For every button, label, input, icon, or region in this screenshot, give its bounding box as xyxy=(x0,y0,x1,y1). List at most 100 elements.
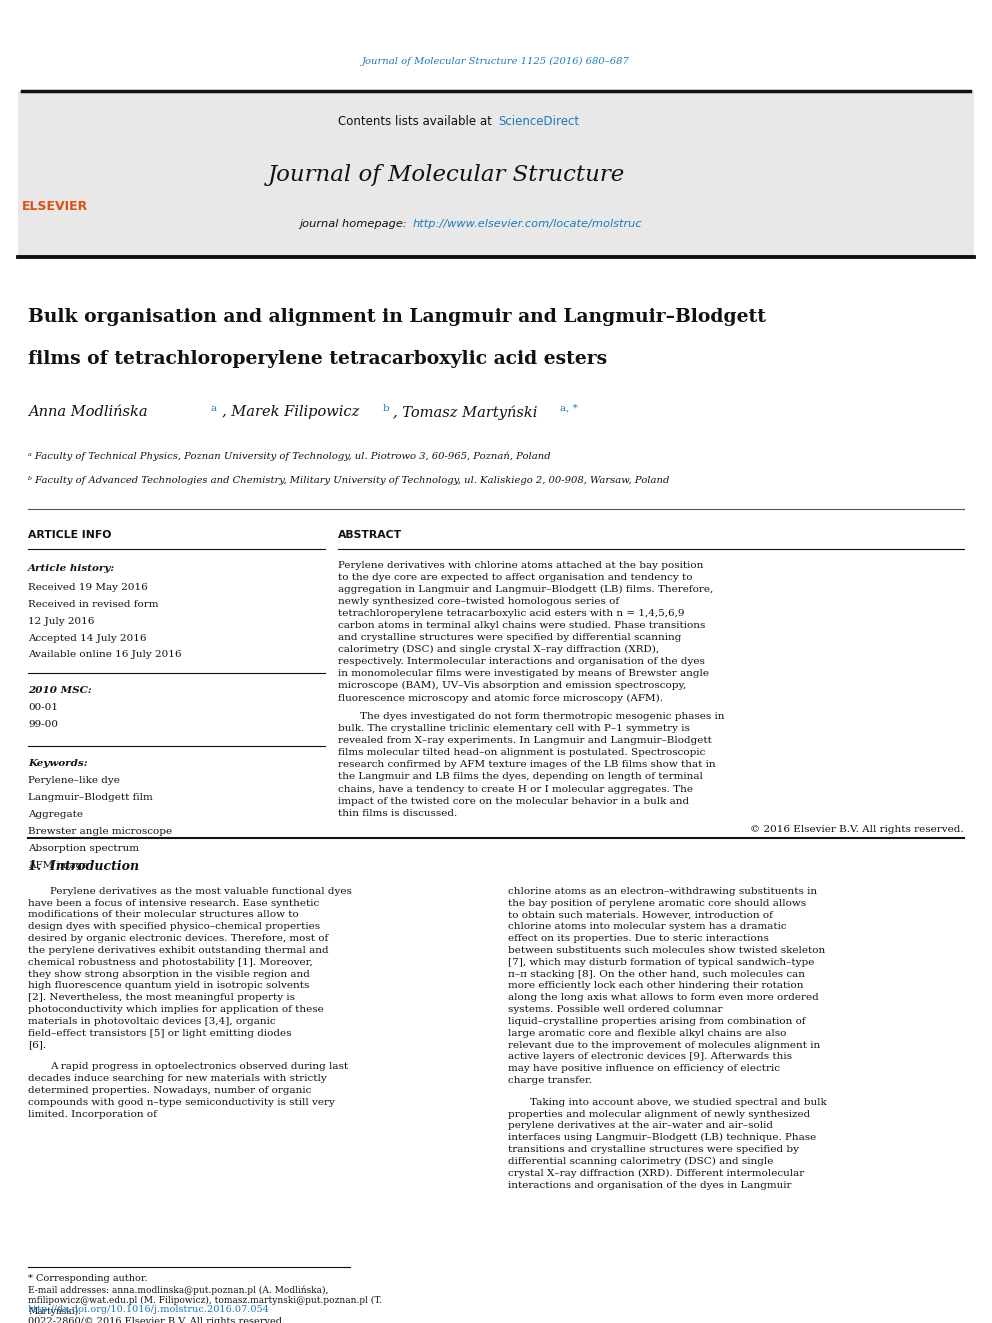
Text: The dyes investigated do not form thermotropic mesogenic phases in: The dyes investigated do not form thermo… xyxy=(360,712,724,721)
Text: ScienceDirect: ScienceDirect xyxy=(498,115,579,128)
Text: revealed from X–ray experiments. In Langmuir and Langmuir–Blodgett: revealed from X–ray experiments. In Lang… xyxy=(338,737,712,745)
Text: Martyński).: Martyński). xyxy=(28,1307,81,1316)
Text: charge transfer.: charge transfer. xyxy=(508,1076,592,1085)
Text: π–π stacking [8]. On the other hand, such molecules can: π–π stacking [8]. On the other hand, suc… xyxy=(508,970,805,979)
Text: chlorine atoms as an electron–withdrawing substituents in: chlorine atoms as an electron–withdrawin… xyxy=(508,886,817,896)
Text: Perylene–like dye: Perylene–like dye xyxy=(28,775,120,785)
Text: [7], which may disturb formation of typical sandwich–type: [7], which may disturb formation of typi… xyxy=(508,958,814,967)
Text: , Tomasz Martyński: , Tomasz Martyński xyxy=(393,405,538,419)
Text: mfilipowicz@wat.edu.pl (M. Filipowicz), tomasz.martynski@put.poznan.pl (T.: mfilipowicz@wat.edu.pl (M. Filipowicz), … xyxy=(28,1297,382,1304)
Text: effect on its properties. Due to steric interactions: effect on its properties. Due to steric … xyxy=(508,934,769,943)
Text: modifications of their molecular structures allow to: modifications of their molecular structu… xyxy=(28,910,299,919)
Text: tetrachloroperylene tetracarboxylic acid esters with n = 1,4,5,6,9: tetrachloroperylene tetracarboxylic acid… xyxy=(338,609,684,618)
Text: © 2016 Elsevier B.V. All rights reserved.: © 2016 Elsevier B.V. All rights reserved… xyxy=(750,824,964,833)
Text: Langmuir–Blodgett film: Langmuir–Blodgett film xyxy=(28,792,153,802)
Text: Perylene derivatives as the most valuable functional dyes: Perylene derivatives as the most valuabl… xyxy=(50,886,352,896)
Text: Received 19 May 2016: Received 19 May 2016 xyxy=(28,582,148,591)
Text: more efficiently lock each other hindering their rotation: more efficiently lock each other hinderi… xyxy=(508,982,804,991)
Text: Perylene derivatives with chlorine atoms attached at the bay position: Perylene derivatives with chlorine atoms… xyxy=(338,561,703,570)
Text: Received in revised form: Received in revised form xyxy=(28,599,159,609)
Text: E-mail addresses: anna.modlinska@put.poznan.pl (A. Modlińska),: E-mail addresses: anna.modlinska@put.poz… xyxy=(28,1285,328,1294)
Text: materials in photovoltaic devices [3,4], organic: materials in photovoltaic devices [3,4],… xyxy=(28,1017,276,1025)
Text: thin films is discussed.: thin films is discussed. xyxy=(338,808,457,818)
Text: a, *: a, * xyxy=(560,404,577,413)
Text: relevant due to the improvement of molecules alignment in: relevant due to the improvement of molec… xyxy=(508,1041,820,1049)
Text: respectively. Intermolecular interactions and organisation of the dyes: respectively. Intermolecular interaction… xyxy=(338,658,705,667)
Text: decades induce searching for new materials with strictly: decades induce searching for new materia… xyxy=(28,1074,326,1084)
Text: Taking into account above, we studied spectral and bulk: Taking into account above, we studied sp… xyxy=(530,1098,826,1107)
Text: AFM image: AFM image xyxy=(28,860,88,869)
Text: between substituents such molecules show twisted skeleton: between substituents such molecules show… xyxy=(508,946,825,955)
Text: chlorine atoms into molecular system has a dramatic: chlorine atoms into molecular system has… xyxy=(508,922,787,931)
Text: , Marek Filipowicz: , Marek Filipowicz xyxy=(222,405,359,419)
Text: research confirmed by AFM texture images of the LB films show that in: research confirmed by AFM texture images… xyxy=(338,761,715,770)
Text: carbon atoms in terminal alkyl chains were studied. Phase transitions: carbon atoms in terminal alkyl chains we… xyxy=(338,622,705,630)
Text: perylene derivatives at the air–water and air–solid: perylene derivatives at the air–water an… xyxy=(508,1122,773,1130)
Text: ELSEVIER: ELSEVIER xyxy=(22,200,88,213)
Text: Brewster angle microscope: Brewster angle microscope xyxy=(28,827,173,836)
Text: Anna Modlińska: Anna Modlińska xyxy=(28,405,148,419)
Text: films of tetrachloroperylene tetracarboxylic acid esters: films of tetrachloroperylene tetracarbox… xyxy=(28,349,607,368)
Text: the bay position of perylene aromatic core should allows: the bay position of perylene aromatic co… xyxy=(508,898,806,908)
Text: desired by organic electronic devices. Therefore, most of: desired by organic electronic devices. T… xyxy=(28,934,328,943)
Text: Aggregate: Aggregate xyxy=(28,810,83,819)
Text: [2]. Nevertheless, the most meaningful property is: [2]. Nevertheless, the most meaningful p… xyxy=(28,994,295,1003)
Text: may have positive influence on efficiency of electric: may have positive influence on efficienc… xyxy=(508,1064,780,1073)
Text: ᵃ Faculty of Technical Physics, Poznan University of Technology, ul. Piotrowo 3,: ᵃ Faculty of Technical Physics, Poznan U… xyxy=(28,452,551,462)
Text: 00-01: 00-01 xyxy=(28,703,58,712)
Text: 1.  Introduction: 1. Introduction xyxy=(28,860,139,873)
Text: systems. Possible well ordered columnar: systems. Possible well ordered columnar xyxy=(508,1005,722,1013)
Text: A rapid progress in optoelectronics observed during last: A rapid progress in optoelectronics obse… xyxy=(50,1062,348,1072)
Text: limited. Incorporation of: limited. Incorporation of xyxy=(28,1110,157,1118)
Text: newly synthesized core–twisted homologous series of: newly synthesized core–twisted homologou… xyxy=(338,597,619,606)
Text: films molecular tilted head–on alignment is postulated. Spectroscopic: films molecular tilted head–on alignment… xyxy=(338,749,705,758)
Text: impact of the twisted core on the molecular behavior in a bulk and: impact of the twisted core on the molecu… xyxy=(338,796,689,806)
Text: 99-00: 99-00 xyxy=(28,720,58,729)
Text: microscope (BAM), UV–Vis absorption and emission spectroscopy,: microscope (BAM), UV–Vis absorption and … xyxy=(338,681,686,691)
Text: 12 July 2016: 12 July 2016 xyxy=(28,617,94,626)
Text: chemical robustness and photostability [1]. Moreover,: chemical robustness and photostability [… xyxy=(28,958,312,967)
Text: active layers of electronic devices [9]. Afterwards this: active layers of electronic devices [9].… xyxy=(508,1052,792,1061)
Text: ARTICLE INFO: ARTICLE INFO xyxy=(28,531,111,540)
Text: properties and molecular alignment of newly synthesized: properties and molecular alignment of ne… xyxy=(508,1110,810,1118)
Text: crystal X–ray diffraction (XRD). Different intermolecular: crystal X–ray diffraction (XRD). Differe… xyxy=(508,1168,805,1177)
Text: to obtain such materials. However, introduction of: to obtain such materials. However, intro… xyxy=(508,910,773,919)
Text: in monomolecular films were investigated by means of Brewster angle: in monomolecular films were investigated… xyxy=(338,669,709,679)
Text: a: a xyxy=(210,404,216,413)
Text: http://dx.doi.org/10.1016/j.molstruc.2016.07.054: http://dx.doi.org/10.1016/j.molstruc.201… xyxy=(28,1304,270,1314)
Text: chains, have a tendency to create H or I molecular aggregates. The: chains, have a tendency to create H or I… xyxy=(338,785,693,794)
Text: to the dye core are expected to affect organisation and tendency to: to the dye core are expected to affect o… xyxy=(338,573,692,582)
Text: Absorption spectrum: Absorption spectrum xyxy=(28,844,139,852)
Text: transitions and crystalline structures were specified by: transitions and crystalline structures w… xyxy=(508,1146,799,1154)
Text: 2010 MSC:: 2010 MSC: xyxy=(28,685,91,695)
Text: calorimetry (DSC) and single crystal X–ray diffraction (XRD),: calorimetry (DSC) and single crystal X–r… xyxy=(338,646,659,655)
Text: b: b xyxy=(383,404,390,413)
Text: large aromatic core and flexible alkyl chains are also: large aromatic core and flexible alkyl c… xyxy=(508,1029,787,1037)
Text: http://www.elsevier.com/locate/molstruc: http://www.elsevier.com/locate/molstruc xyxy=(413,220,643,229)
Text: they show strong absorption in the visible region and: they show strong absorption in the visib… xyxy=(28,970,310,979)
Text: interfaces using Langmuir–Blodgett (LB) technique. Phase: interfaces using Langmuir–Blodgett (LB) … xyxy=(508,1134,816,1142)
Text: Bulk organisation and alignment in Langmuir and Langmuir–Blodgett: Bulk organisation and alignment in Langm… xyxy=(28,308,766,325)
Text: liquid–crystalline properties arising from combination of: liquid–crystalline properties arising fr… xyxy=(508,1017,806,1025)
Text: Keywords:: Keywords: xyxy=(28,759,87,767)
FancyBboxPatch shape xyxy=(18,91,974,257)
Text: have been a focus of intensive research. Ease synthetic: have been a focus of intensive research.… xyxy=(28,898,319,908)
Text: differential scanning calorimetry (DSC) and single: differential scanning calorimetry (DSC) … xyxy=(508,1156,774,1166)
Text: ᵇ Faculty of Advanced Technologies and Chemistry, Military University of Technol: ᵇ Faculty of Advanced Technologies and C… xyxy=(28,476,670,484)
Text: Article history:: Article history: xyxy=(28,565,115,573)
Text: the Langmuir and LB films the dyes, depending on length of terminal: the Langmuir and LB films the dyes, depe… xyxy=(338,773,703,782)
Text: ABSTRACT: ABSTRACT xyxy=(338,531,402,540)
Text: bulk. The crystalline triclinic elementary cell with P–1 symmetry is: bulk. The crystalline triclinic elementa… xyxy=(338,725,689,733)
Text: interactions and organisation of the dyes in Langmuir: interactions and organisation of the dye… xyxy=(508,1180,792,1189)
Text: Journal of Molecular Structure 1125 (2016) 680–687: Journal of Molecular Structure 1125 (201… xyxy=(362,57,630,66)
Text: aggregation in Langmuir and Langmuir–Blodgett (LB) films. Therefore,: aggregation in Langmuir and Langmuir–Blo… xyxy=(338,585,713,594)
Text: photoconductivity which implies for application of these: photoconductivity which implies for appl… xyxy=(28,1005,323,1013)
Text: along the long axis what allows to form even more ordered: along the long axis what allows to form … xyxy=(508,994,818,1003)
Text: and crystalline structures were specified by differential scanning: and crystalline structures were specifie… xyxy=(338,634,682,642)
Text: 0022-2860/© 2016 Elsevier B.V. All rights reserved.: 0022-2860/© 2016 Elsevier B.V. All right… xyxy=(28,1316,285,1323)
Text: the perylene derivatives exhibit outstanding thermal and: the perylene derivatives exhibit outstan… xyxy=(28,946,328,955)
Text: field–effect transistors [5] or light emitting diodes: field–effect transistors [5] or light em… xyxy=(28,1029,292,1037)
Text: compounds with good n–type semiconductivity is still very: compounds with good n–type semiconductiv… xyxy=(28,1098,335,1107)
Text: Journal of Molecular Structure: Journal of Molecular Structure xyxy=(268,164,625,185)
Text: determined properties. Nowadays, number of organic: determined properties. Nowadays, number … xyxy=(28,1086,311,1095)
